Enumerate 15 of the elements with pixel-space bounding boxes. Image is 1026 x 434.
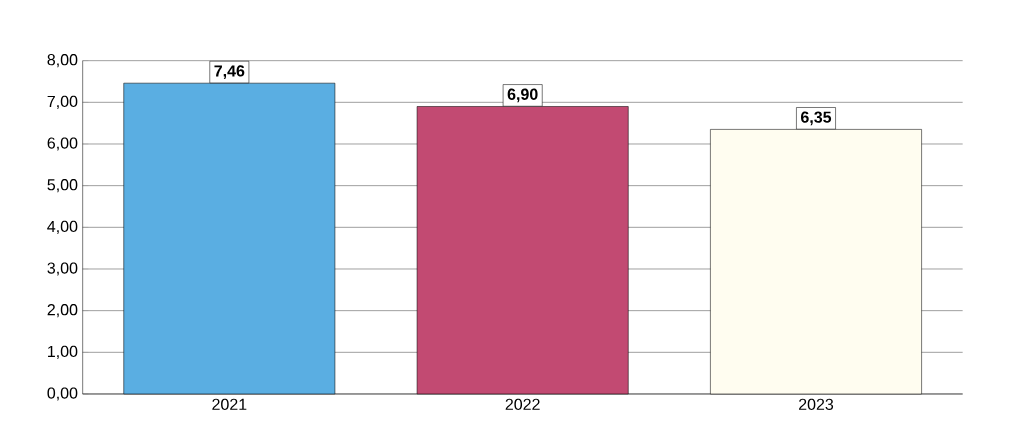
- y-tick-label: 3,00: [47, 262, 78, 276]
- y-tick-label: 5,00: [47, 179, 78, 193]
- y-tick-label: 8,00: [47, 54, 78, 68]
- x-tick-label: 2021: [212, 398, 247, 411]
- data-label: 6,90: [507, 88, 538, 103]
- y-tick-label: 7,00: [47, 95, 78, 109]
- y-tick-label: 6,00: [47, 137, 78, 151]
- y-tick-label: 2,00: [47, 304, 78, 318]
- y-tick-label: 1,00: [48, 345, 78, 359]
- data-label: 7,46: [214, 65, 245, 79]
- x-tick-label: 2023: [799, 398, 834, 411]
- x-tick-label: 2022: [505, 398, 540, 411]
- data-label: 6,35: [801, 111, 832, 126]
- y-tick-label: 0,00: [47, 387, 78, 401]
- y-tick-label: 4,00: [47, 220, 78, 234]
